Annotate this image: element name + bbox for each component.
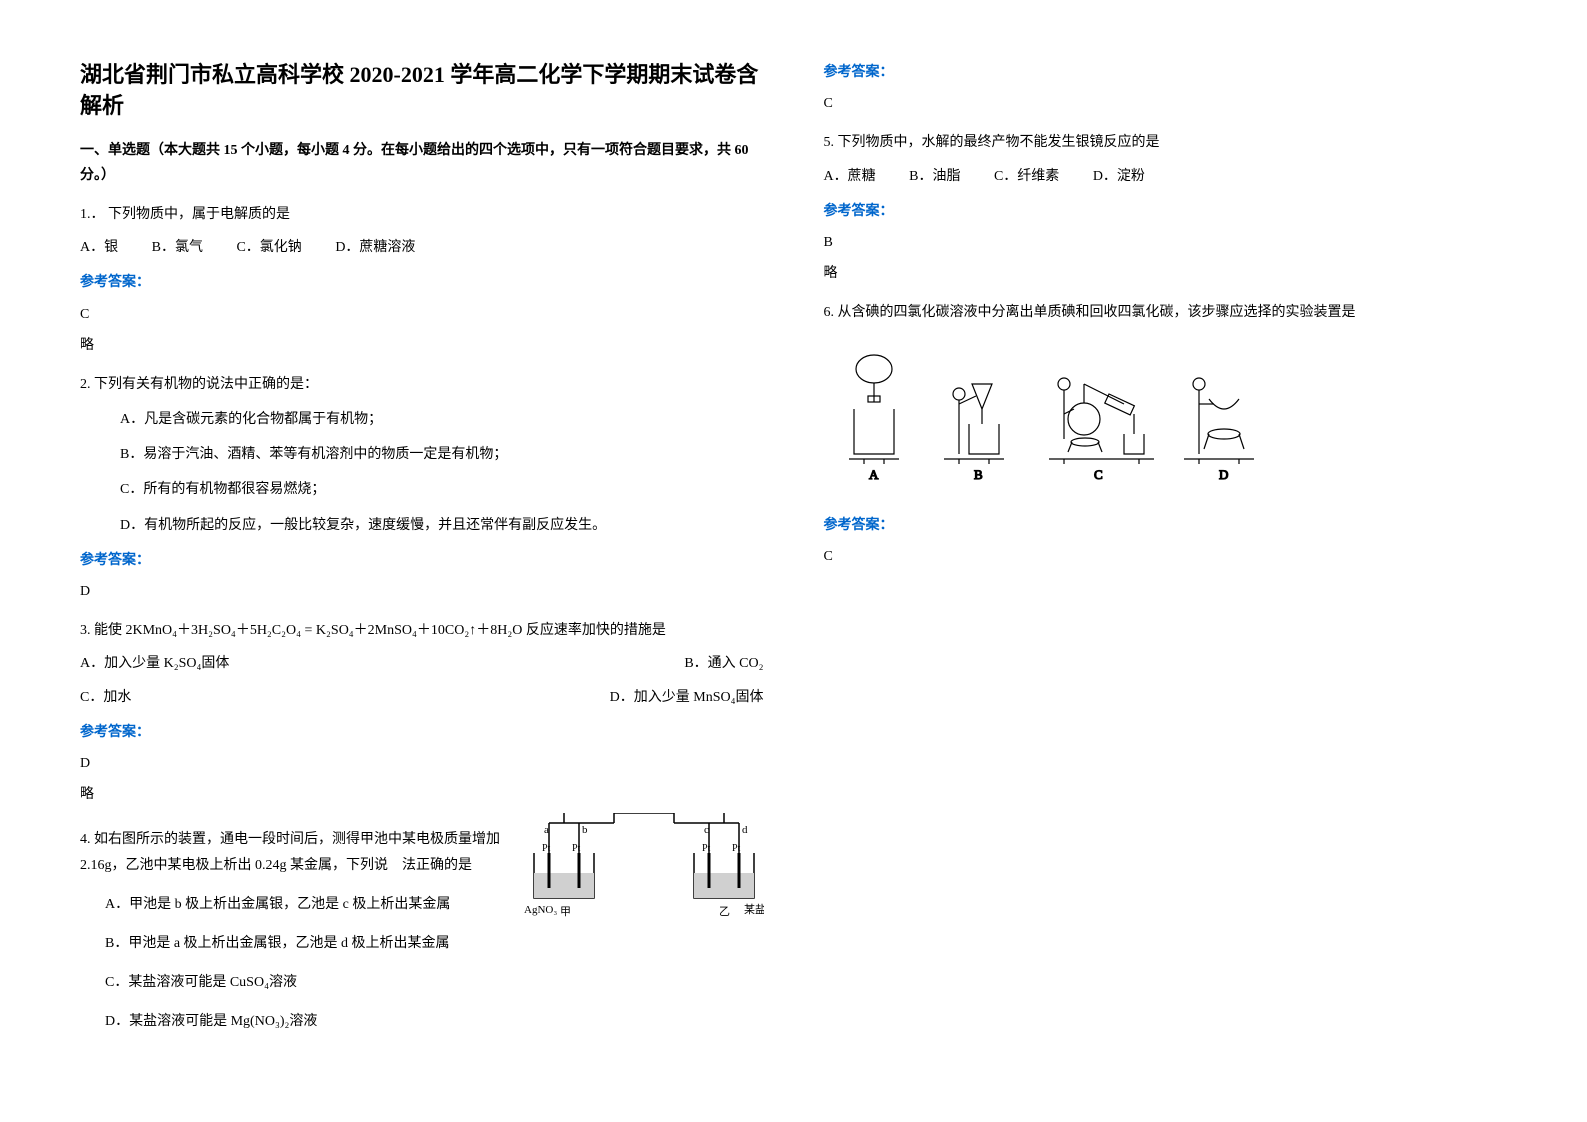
label-jia: 甲 <box>560 906 571 918</box>
question-4-block: a b c d Pt Pt Pt Pt AgNO₃ 甲 乙 某盐 4. 如右图所… <box>80 813 764 1034</box>
q5-options: A．蔗糖 B．油脂 C．纤维素 D．淀粉 <box>824 164 1508 189</box>
q3-answer-label: 参考答案： <box>80 720 764 745</box>
question-5: 5. 下列物质中，水解的最终产物不能发生银镜反应的是 <box>824 130 1508 155</box>
q5-opt-c: C．纤维素 <box>994 164 1059 189</box>
question-1: 1.． 下列物质中，属于电解质的是 <box>80 202 764 227</box>
section-header: 一、单选题（本大题共 15 个小题，每小题 4 分。在每小题给出的四个选项中，只… <box>80 138 764 188</box>
q3-opt-c: C．加水 <box>80 685 131 710</box>
apparatus-d-label: D <box>1219 467 1228 482</box>
q5-opt-a: A．蔗糖 <box>824 164 876 189</box>
label-pt1: Pt <box>542 843 551 854</box>
q1-options: A．银 B．氯气 C．氯化钠 D．蔗糖溶液 <box>80 235 764 260</box>
q3-answer: D <box>80 751 764 776</box>
question-2: 2. 下列有关有机物的说法中正确的是： <box>80 372 764 397</box>
label-salt: 某盐 <box>744 903 764 916</box>
q6-answer-label: 参考答案： <box>824 513 1508 538</box>
q1-explain: 略 <box>80 333 764 358</box>
q2-answer-label: 参考答案： <box>80 548 764 573</box>
label-pt3: Pt <box>702 843 711 854</box>
q4-opt-b: B．甲池是 a 极上析出金属银，乙池是 d 极上析出某金属 <box>105 931 764 956</box>
q1-opt-a: A．银 <box>80 235 118 260</box>
q3-explain: 略 <box>80 782 764 807</box>
q4-opt-d: D．某盐溶液可能是 Mg(NO₃)₂溶液 <box>105 1009 764 1034</box>
q6-answer: C <box>824 544 1508 569</box>
q5-opt-b: B．油脂 <box>909 164 960 189</box>
q5-answer-label: 参考答案： <box>824 199 1508 224</box>
label-c: c <box>704 824 709 836</box>
q1-answer-label: 参考答案： <box>80 270 764 295</box>
q2-opt-a: A．凡是含碳元素的化合物都属于有机物； <box>120 407 764 432</box>
q1-opt-b: B．氯气 <box>152 235 203 260</box>
question-6: 6. 从含碘的四氯化碳溶液中分离出单质碘和回收四氯化碳，该步骤应选择的实验装置是 <box>824 300 1508 325</box>
question-3: 3. 能使 2KMnO₄＋3H₂SO₄＋5H₂C₂O₄ = K₂SO₄＋2MnS… <box>80 618 764 643</box>
q3-opt-a: A．加入少量 K₂SO₄固体 <box>80 651 229 676</box>
label-a: a <box>544 824 549 836</box>
apparatus-diagram: A B C <box>824 344 1264 484</box>
q1-opt-d: D．蔗糖溶液 <box>335 235 415 260</box>
q2-opt-b: B．易溶于汽油、酒精、苯等有机溶剂中的物质一定是有机物； <box>120 442 764 467</box>
apparatus-a-label: A <box>869 467 879 482</box>
label-yi: 乙 <box>719 905 730 918</box>
q3-opt-b: B．通入 CO₂ <box>684 651 763 676</box>
q3-opt-d: D．加入少量 MnSO₄固体 <box>610 685 764 710</box>
q4-answer: C <box>824 91 1508 116</box>
label-pt4: Pt <box>732 843 741 854</box>
label-b: b <box>582 824 588 836</box>
q1-opt-c: C．氯化钠 <box>236 235 301 260</box>
q4-answer-label: 参考答案： <box>824 60 1508 85</box>
q2-opt-c: C．所有的有机物都很容易燃烧； <box>120 477 764 502</box>
q2-opt-d: D．有机物所起的反应，一般比较复杂，速度缓慢，并且还常伴有副反应发生。 <box>120 513 764 538</box>
q1-answer: C <box>80 302 764 327</box>
apparatus-c-label: C <box>1094 467 1103 482</box>
label-agno3: AgNO₃ <box>524 904 557 916</box>
circuit-diagram: a b c d Pt Pt Pt Pt AgNO₃ 甲 乙 某盐 <box>524 813 764 933</box>
q5-opt-d: D．淀粉 <box>1093 164 1145 189</box>
q4-opt-c: C．某盐溶液可能是 CuSO₄溶液 <box>105 970 764 995</box>
q5-answer: B <box>824 230 1508 255</box>
page-title: 湖北省荆门市私立高科学校 2020-2021 学年高二化学下学期期末试卷含解析 <box>80 60 764 122</box>
q2-answer: D <box>80 579 764 604</box>
q5-explain: 略 <box>824 261 1508 286</box>
label-d: d <box>742 824 748 836</box>
label-pt2: Pt <box>572 843 581 854</box>
apparatus-b-label: B <box>974 467 983 482</box>
